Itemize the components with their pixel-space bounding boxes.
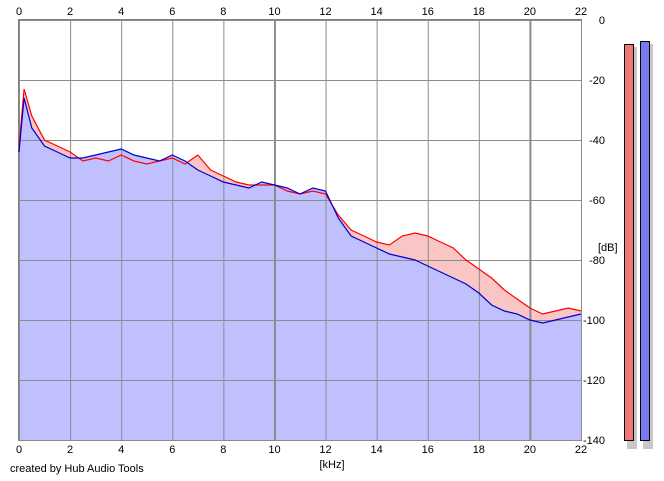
y-tick-label: -20 — [589, 75, 605, 87]
x-tick-label-top: 16 — [422, 6, 434, 18]
meter-0-bar — [624, 44, 634, 441]
x-tick-label-bottom: 20 — [524, 444, 536, 456]
x-tick-label-bottom: 6 — [169, 444, 175, 456]
x-tick-label-top: 2 — [67, 6, 73, 18]
y-tick-label: -120 — [583, 375, 605, 387]
y-tick-label: 0 — [599, 15, 605, 27]
y-ticks: 0 -20 -40 -60 -80 -100 -120 -140 — [583, 15, 605, 447]
y-tick-label: -140 — [583, 435, 605, 447]
x-tick-label-top: 4 — [118, 6, 124, 18]
x-tick-label-bottom: 8 — [220, 444, 226, 456]
series-0-line — [18, 88, 582, 315]
chart-grid — [19, 20, 582, 441]
x-tick-label-bottom: 10 — [268, 444, 280, 456]
x-tick-label-bottom: 2 — [67, 444, 73, 456]
x-ticks-top: 0 2 4 6 8 10 12 14 16 18 20 22 — [16, 6, 587, 18]
spectrum-lines — [18, 88, 582, 324]
x-tick-label-top: 8 — [220, 6, 226, 18]
x-axis-label: [kHz] — [319, 459, 344, 471]
x-tick-label-bottom: 4 — [118, 444, 124, 456]
series-1-area — [19, 98, 581, 440]
x-tick-label-top: 10 — [268, 6, 280, 18]
x-tick-label-top: 0 — [16, 6, 22, 18]
x-tick-label-bottom: 16 — [422, 444, 434, 456]
x-tick-label-bottom: 18 — [473, 444, 485, 456]
x-tick-label-bottom: 22 — [575, 444, 587, 456]
x-ticks-bottom: 0 2 4 6 8 10 12 14 16 18 20 22 — [16, 444, 587, 456]
meter-1-bar — [640, 41, 650, 441]
x-tick-label-bottom: 14 — [371, 444, 383, 456]
x-tick-label-top: 22 — [575, 6, 587, 18]
x-tick-label-top: 12 — [319, 6, 331, 18]
y-axis-label: [dB] — [598, 242, 618, 254]
x-tick-label-top: 14 — [371, 6, 383, 18]
x-tick-label-bottom: 12 — [319, 444, 331, 456]
credit-text: created by Hub Audio Tools — [10, 463, 144, 475]
x-tick-label-bottom: 0 — [16, 444, 22, 456]
y-tick-label: -100 — [583, 315, 605, 327]
series-1-line — [18, 97, 582, 324]
y-tick-label: -60 — [589, 195, 605, 207]
level-meters — [624, 41, 653, 449]
x-tick-label-top: 20 — [524, 6, 536, 18]
y-tick-label: -40 — [589, 135, 605, 147]
x-tick-label-top: 18 — [473, 6, 485, 18]
x-tick-label-top: 6 — [169, 6, 175, 18]
y-tick-label: -80 — [589, 255, 605, 267]
spectrum-areas — [19, 89, 581, 440]
